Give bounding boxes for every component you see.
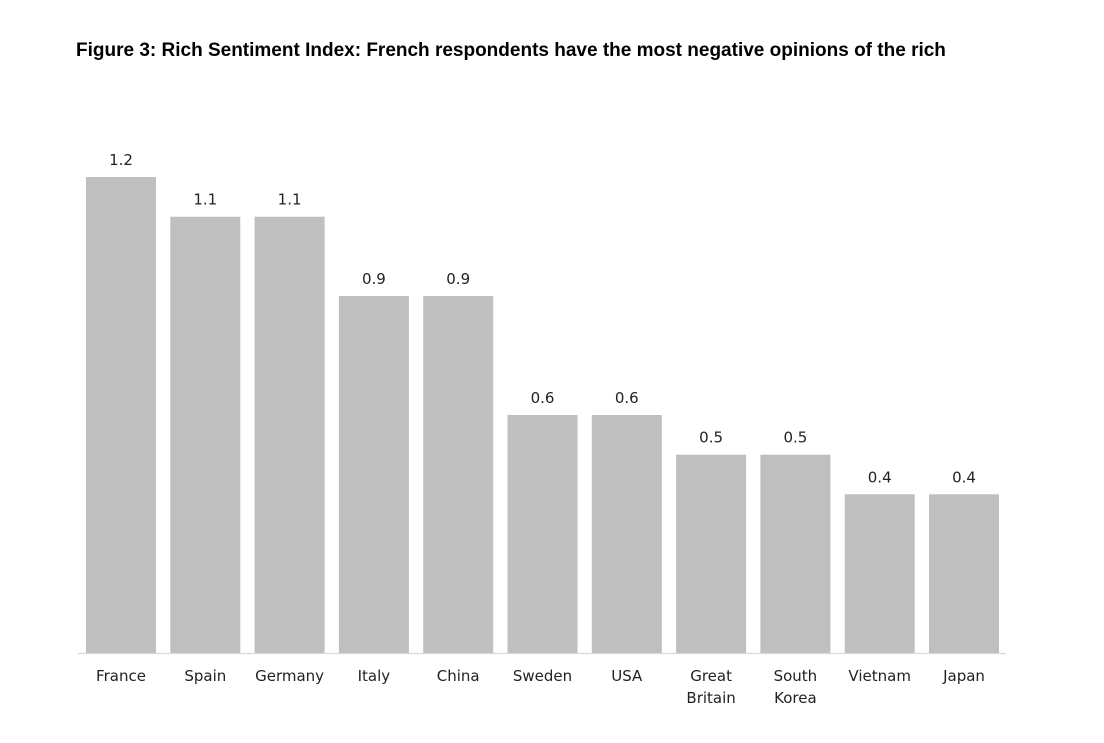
category-label: Germany (255, 667, 324, 685)
bar-usa (591, 415, 662, 653)
value-label: 1.1 (193, 191, 217, 209)
bar-italy (338, 296, 409, 653)
value-label: 0.4 (952, 468, 976, 486)
figure-title: Figure 3: Rich Sentiment Index: French r… (76, 40, 946, 61)
category-labels-layer: France Spain Germany Italy China Sweden USA Gre… (96, 667, 985, 707)
bar-france (86, 177, 156, 653)
category-label: Sweden (513, 667, 572, 685)
category-label: China (437, 667, 480, 685)
value-label: 1.1 (278, 191, 302, 209)
value-label: 0.4 (868, 468, 892, 486)
value-label: 0.6 (615, 389, 639, 407)
value-label: 1.2 (109, 151, 133, 169)
category-label: South (774, 667, 818, 685)
value-label: 0.5 (783, 429, 807, 447)
category-label: Korea (774, 689, 817, 707)
bar-japan (929, 494, 999, 653)
bars-layer (86, 177, 999, 653)
bar-china (423, 296, 494, 653)
category-label: Spain (184, 667, 226, 685)
value-label: 0.6 (531, 389, 555, 407)
bar-spain (170, 216, 241, 653)
bar-south-korea (760, 454, 831, 653)
bar-great-britain (676, 454, 747, 653)
bar-sweden (507, 415, 578, 653)
category-label: Japan (942, 667, 985, 685)
value-label: 0.5 (699, 429, 723, 447)
bar-vietnam (844, 494, 915, 653)
category-label: Great (690, 667, 732, 685)
category-label: USA (611, 667, 643, 685)
category-label: Britain (686, 689, 735, 707)
bar-germany (254, 216, 325, 653)
category-label: France (96, 667, 146, 685)
value-label: 0.9 (362, 270, 386, 288)
category-label: Vietnam (848, 667, 911, 685)
value-label: 0.9 (446, 270, 470, 288)
category-label: Italy (358, 667, 391, 685)
value-labels-layer: 1.2 1.1 1.1 0.9 0.9 0.6 0.6 0.5 0.5 0.4 0.4 (109, 151, 976, 486)
